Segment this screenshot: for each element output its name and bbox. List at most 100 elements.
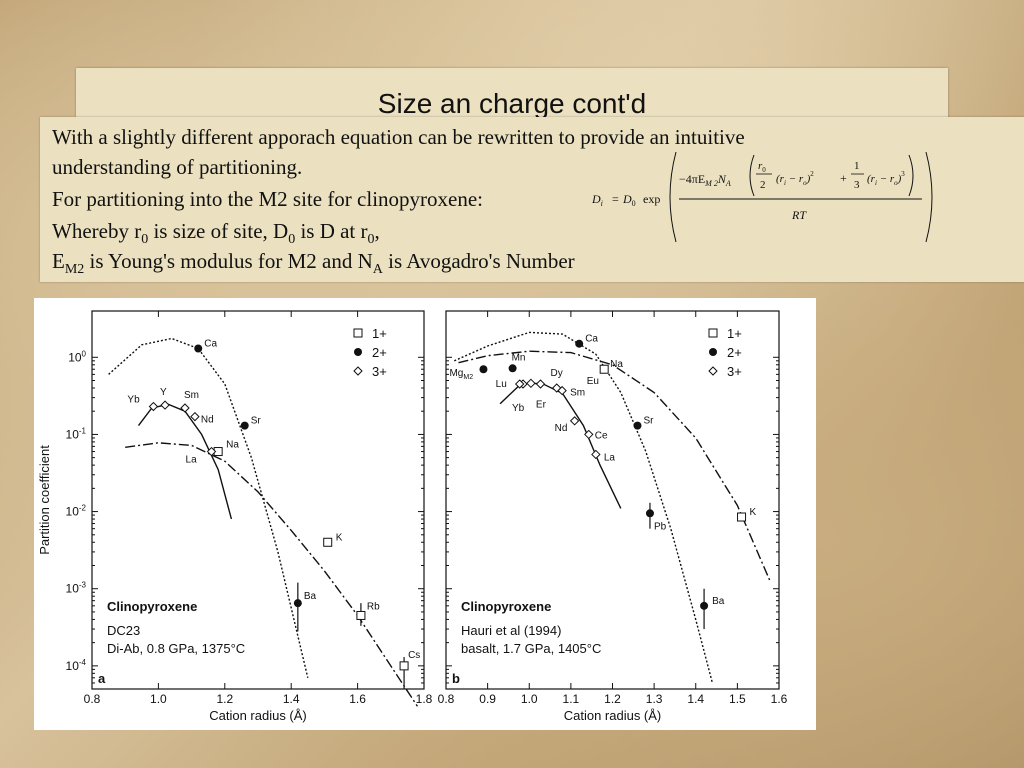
- point-K: [323, 537, 333, 547]
- svg-text:RT: RT: [791, 208, 807, 222]
- point-Lu: [514, 379, 525, 389]
- point-label-Sr: Sr: [643, 416, 654, 427]
- point-Pb: [645, 509, 654, 518]
- point-label-Er: Er: [536, 399, 547, 410]
- point-La: [591, 449, 601, 460]
- point-Mn: [508, 364, 517, 373]
- point-label-Ba: Ba: [304, 591, 317, 602]
- svg-text:3: 3: [854, 179, 860, 191]
- legend-label: 2+: [727, 345, 742, 360]
- point-label-Rb: Rb: [367, 601, 380, 612]
- x-axis-label: Cation radius (Å): [209, 708, 307, 723]
- text-line-4: Whereby r0 is size of site, D0 is D at r…: [52, 219, 380, 248]
- point-Rb: [356, 610, 366, 620]
- point-Er: [526, 378, 536, 389]
- legend-circle-icon: [709, 348, 717, 356]
- chart-title: Clinopyroxene: [461, 599, 551, 614]
- x-tick-label: 0.9: [479, 692, 496, 706]
- svg-text:D0: D0: [622, 192, 636, 208]
- point-label-Nd: Nd: [201, 415, 214, 426]
- point-Ca: [575, 339, 584, 348]
- x-tick-label: 1.6: [349, 692, 366, 706]
- point-label-Dy: Dy: [550, 368, 562, 379]
- x-tick-label: 1.4: [283, 692, 300, 706]
- svg-text:+: +: [840, 171, 847, 185]
- point-Dy: [535, 379, 546, 389]
- point-label-Pb: Pb: [654, 521, 667, 532]
- svg-text:(ri − ro)3: (ri − ro)3: [867, 170, 905, 187]
- eq-lhs: D: [592, 192, 601, 206]
- legend-label: 1+: [372, 326, 387, 341]
- point-label-Lu: Lu: [496, 379, 507, 390]
- fit-curve-0: [108, 337, 309, 678]
- partition-equation: Di = D0 exp −4πEM 2NA r0 2 (ri − ro)2 + …: [592, 151, 933, 243]
- x-tick-label: 0.8: [84, 692, 101, 706]
- point-label-Ba: Ba: [712, 596, 725, 607]
- plot-frame: [91, 310, 425, 690]
- point-label-Ca: Ca: [585, 334, 598, 345]
- svg-text:1: 1: [854, 160, 860, 172]
- point-label-K: K: [336, 532, 343, 543]
- text-box: With a slightly different apporach equat…: [40, 117, 1024, 282]
- x-tick-label: 1.0: [521, 692, 538, 706]
- point-label-Eu: Eu: [587, 376, 599, 387]
- point-label-Ca: Ca: [204, 338, 217, 349]
- y-tick-label: 10-4: [66, 658, 87, 673]
- point-Cs: [399, 661, 409, 671]
- legend-label: 1+: [727, 326, 742, 341]
- legend-label: 2+: [372, 345, 387, 360]
- x-tick-label: 1.8: [416, 692, 433, 706]
- point-Sm: [180, 403, 190, 413]
- point-Ba: [293, 599, 302, 608]
- point-label-La: La: [604, 452, 616, 463]
- legend-circle-icon: [354, 348, 362, 356]
- panel-label: b: [452, 671, 460, 686]
- point-label-Nd: Nd: [555, 423, 568, 434]
- point-Ca: [194, 344, 203, 353]
- partition-coefficient-figure: 0.8 1.0 1.2 1.4 1.6 1.8 100 10-1 10-2 10-3 10-4 Cat…: [37, 310, 788, 723]
- point-label-Ce: Ce: [595, 430, 608, 441]
- x-tick-label: 1.2: [604, 692, 621, 706]
- point-Ba: [700, 601, 709, 610]
- point-Sr: [633, 421, 642, 430]
- chart-panel-b: 0.8 0.9 1.0 1.1 1.2 1.3 1.4 1.5 1.6 Cation radius…: [438, 310, 788, 723]
- y-tick-label: 100: [68, 349, 86, 364]
- legend-square-icon: [353, 328, 363, 338]
- slide-title: Size an charge cont'd: [377, 88, 647, 119]
- point-label-Yb: Yb: [512, 403, 525, 414]
- point-label-Mn: Mn: [512, 352, 526, 363]
- chart-subtitle-1: DC23: [107, 623, 140, 638]
- point-label-K: K: [750, 507, 757, 518]
- svg-text:Di: Di: [592, 192, 603, 208]
- svg-text:(ri − ro)2: (ri − ro)2: [776, 170, 814, 187]
- svg-text:2: 2: [760, 179, 766, 191]
- point-label-Yb: Yb: [127, 395, 140, 406]
- chart-title: Clinopyroxene: [107, 599, 197, 614]
- svg-text:−4πEM 2NA: −4πEM 2NA: [679, 172, 731, 188]
- chart-subtitle-2: basalt, 1.7 GPa, 1405°C: [461, 641, 601, 656]
- point-La: [206, 446, 217, 457]
- fit-curve-2: [125, 442, 418, 707]
- point-label-Cs: Cs: [408, 650, 420, 661]
- svg-text:r0: r0: [758, 160, 766, 174]
- text-line-5: EM2 is Young's modulus for M2 and NA is …: [52, 249, 575, 278]
- eq-exp: exp: [643, 192, 660, 206]
- point-label-Sr: Sr: [251, 416, 262, 427]
- point-label-Na: Na: [610, 359, 623, 370]
- x-tick-label: 1.4: [687, 692, 704, 706]
- y-axis-label: Partition coefficient: [37, 445, 52, 555]
- point-Ce: [584, 429, 594, 440]
- x-axis-label: Cation radius (Å): [564, 708, 662, 723]
- point-Mg: [479, 365, 488, 374]
- point-label-Y: Y: [160, 387, 167, 398]
- text-line-1: With a slightly different apporach equat…: [52, 125, 745, 149]
- x-tick-label: 1.0: [150, 692, 167, 706]
- point-Sm: [557, 385, 567, 396]
- chart-subtitle-2: Di-Ab, 0.8 GPa, 1375°C: [107, 641, 245, 656]
- point-Nd: [190, 411, 200, 422]
- y-tick-label: 10-3: [66, 581, 87, 596]
- x-tick-label: 1.6: [771, 692, 788, 706]
- chart-subtitle-1: Hauri et al (1994): [461, 623, 561, 638]
- x-tick-label: 1.5: [729, 692, 746, 706]
- legend-diamond-icon: [353, 366, 363, 376]
